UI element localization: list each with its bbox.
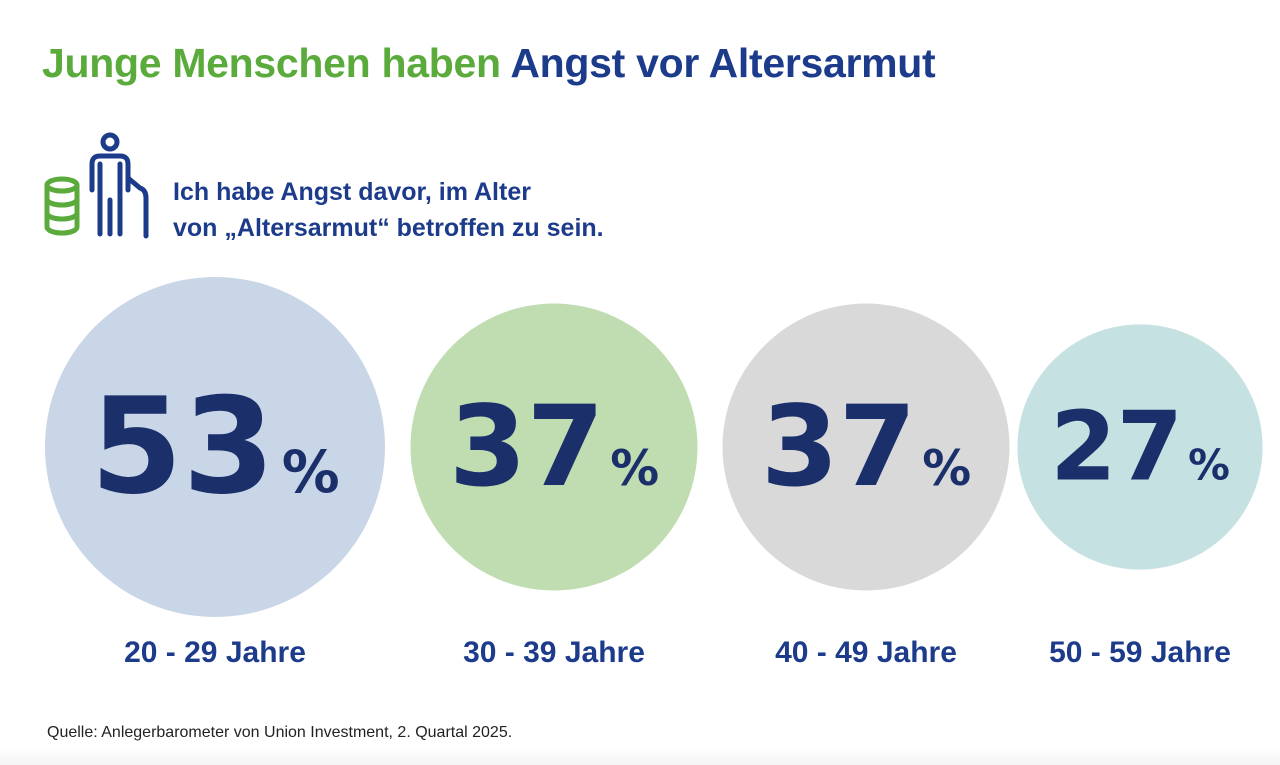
bubble-value-1: 53%: [90, 370, 339, 524]
category-label-1: 20 - 29 Jahre: [124, 636, 306, 669]
bubble-4: [1017, 324, 1263, 570]
category-label-2: 30 - 39 Jahre: [463, 636, 645, 669]
bubble-value-4: 27%: [1050, 391, 1230, 503]
value-unit: %: [610, 440, 659, 497]
bubble-1: [45, 277, 385, 617]
statement-line-1: Ich habe Angst davor, im Alter: [173, 178, 531, 206]
value-unit: %: [282, 438, 340, 506]
category-label-3: 40 - 49 Jahre: [775, 636, 957, 669]
value-number: 27: [1050, 391, 1183, 503]
bubble-3: [722, 303, 1010, 591]
bubble-value-2: 37%: [449, 382, 659, 512]
source-note: Quelle: Anlegerbarometer von Union Inves…: [47, 724, 513, 741]
bubble-chart: 53 % 20 - 29 Jahre 37 % 30 - 39 Jahre 37 % 40 - …: [45, 277, 1263, 669]
title-part-blue: Angst vor Altersarmut: [510, 40, 936, 86]
statement-icon: [44, 132, 149, 239]
bubble-2: [410, 303, 698, 591]
statement-line-2: von „Altersarmut“ betroffen zu sein.: [173, 214, 604, 242]
coin-stack-icon: [44, 176, 80, 236]
value-unit: %: [922, 440, 971, 497]
footer-shade: [0, 747, 1280, 765]
title-part-green: Junge Menschen haben: [42, 40, 501, 86]
bubble-value-3: 37%: [761, 382, 971, 512]
value-number: 37: [761, 382, 917, 512]
elderly-person-with-cane-icon: [89, 132, 149, 239]
chart-title: Junge Menschen haben Angst vor Altersarm…: [42, 40, 936, 87]
value-number: 37: [449, 382, 605, 512]
value-unit: %: [1188, 441, 1230, 490]
category-label-4: 50 - 59 Jahre: [1049, 636, 1231, 669]
value-number: 53: [90, 370, 275, 524]
survey-statement: Ich habe Angst davor, im Alter von „Alte…: [173, 174, 604, 246]
